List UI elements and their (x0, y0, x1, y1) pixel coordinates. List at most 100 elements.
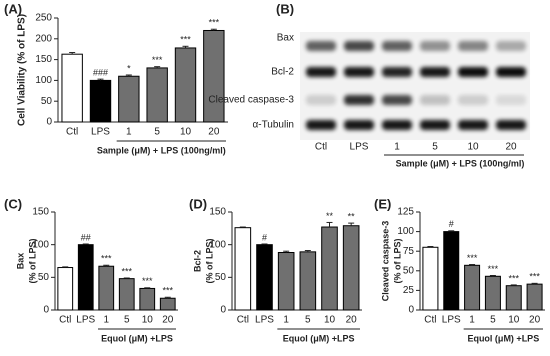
bar (61, 53, 83, 123)
x-tick-label: 1 (469, 315, 475, 326)
bar (174, 47, 197, 123)
panel-label: (C) (4, 196, 22, 211)
blot-background (300, 32, 530, 140)
significance: ### (93, 68, 108, 78)
x-tick-label: Ctl (237, 315, 249, 326)
x-tick-label: LPS (76, 315, 95, 326)
x-tick-label: 10 (180, 127, 192, 138)
blot-row-label: Cleaved caspase-3 (208, 95, 294, 106)
blot-band (458, 41, 488, 51)
significance: # (449, 219, 454, 229)
x-tick-label: 20 (208, 127, 220, 138)
y-tick-label: 150 (32, 207, 49, 218)
significance: *** (508, 273, 519, 283)
bar (526, 283, 543, 311)
panel-label: (A) (4, 1, 22, 16)
bar (98, 265, 115, 311)
y-tick-label: 75 (403, 246, 415, 257)
bar (321, 226, 338, 311)
significance: * (127, 63, 131, 73)
x-tick-label: 20 (529, 315, 541, 326)
blot-band (420, 67, 450, 77)
blot-band (496, 41, 526, 51)
blot-lane-label: 1 (394, 142, 400, 153)
x-tick-label: 10 (142, 315, 154, 326)
x-axis-label: Equol (μM) +LPS (467, 333, 539, 343)
significance: ** (348, 211, 356, 221)
blot-lane-label: 20 (505, 142, 517, 153)
blot-band (306, 120, 336, 130)
y-tick-label: 0 (408, 305, 414, 316)
x-axis-label: Sample (μM) + LPS (100ng/ml) (97, 145, 226, 155)
bar (299, 251, 317, 311)
blot-band (420, 120, 450, 130)
bar (89, 79, 112, 123)
blot-band (382, 95, 412, 105)
significance: *** (152, 55, 163, 65)
y-tick-label: 100 (397, 226, 414, 237)
blot-band (458, 67, 488, 77)
blot-band (382, 41, 412, 51)
y-tick-label: 200 (35, 33, 52, 44)
x-tick-label: 1 (283, 315, 289, 326)
blot-band (496, 120, 526, 130)
bar (234, 227, 252, 311)
y-tick-label: 250 (35, 13, 52, 24)
bar (342, 225, 360, 311)
significance: *** (142, 276, 153, 286)
x-axis-label: Equol (μM) +LPS (101, 333, 173, 343)
y-tick-label: 50 (215, 272, 227, 283)
x-tick-label: 1 (126, 127, 132, 138)
y-axis-label: Bcl-2 (192, 250, 202, 272)
bar (118, 278, 135, 311)
blot-band (344, 41, 374, 51)
bar (159, 297, 176, 311)
blot-band (306, 95, 336, 105)
blot-band (344, 67, 374, 77)
bar (77, 244, 94, 311)
bar (146, 67, 168, 123)
significance: *** (529, 272, 540, 282)
bar (422, 246, 439, 311)
blot-band (458, 95, 488, 105)
significance: *** (209, 18, 220, 28)
blot-row-label: Bcl-2 (271, 67, 294, 78)
x-tick-label: 5 (490, 315, 496, 326)
blot-lane-label: LPS (350, 142, 369, 153)
y-tick-label: 0 (46, 117, 52, 128)
bar (203, 29, 225, 123)
blot-x-label: Sample (μM) + LPS (100ng/ml) (396, 158, 525, 168)
y-tick-label: 0 (43, 305, 49, 316)
bar (443, 231, 460, 311)
y-tick-label: 50 (41, 96, 53, 107)
blot-band (420, 41, 450, 51)
y-tick-label: 100 (209, 239, 226, 250)
significance: *** (467, 253, 478, 263)
blot-row-label: α-Tubulin (252, 120, 294, 131)
x-tick-label: 5 (154, 127, 160, 138)
x-tick-label: 5 (124, 315, 130, 326)
bar (505, 285, 522, 311)
blot-band (344, 95, 374, 105)
y-axis-label: Cell Viability (% of LPS) (17, 14, 28, 126)
blot-band (382, 67, 412, 77)
bar (118, 75, 140, 123)
blot-band (420, 95, 450, 105)
y-tick-label: 100 (35, 75, 52, 86)
bar (277, 252, 295, 311)
y-axis-label: (% of LPS) (392, 239, 402, 284)
blot-row-label: Bax (277, 33, 294, 44)
significance: *** (101, 254, 112, 264)
x-axis-label: Equol (μM) +LPS (283, 333, 355, 343)
y-tick-label: 50 (403, 265, 415, 276)
bar (484, 275, 501, 311)
x-tick-label: 20 (162, 315, 174, 326)
bar (57, 267, 74, 311)
panel-label: (B) (276, 1, 294, 16)
blot-band (458, 120, 488, 130)
y-axis-label: (% of LPS) (204, 239, 214, 284)
blot-lane-label: 5 (432, 142, 438, 153)
y-tick-label: 25 (403, 285, 415, 296)
x-tick-label: 5 (305, 315, 311, 326)
